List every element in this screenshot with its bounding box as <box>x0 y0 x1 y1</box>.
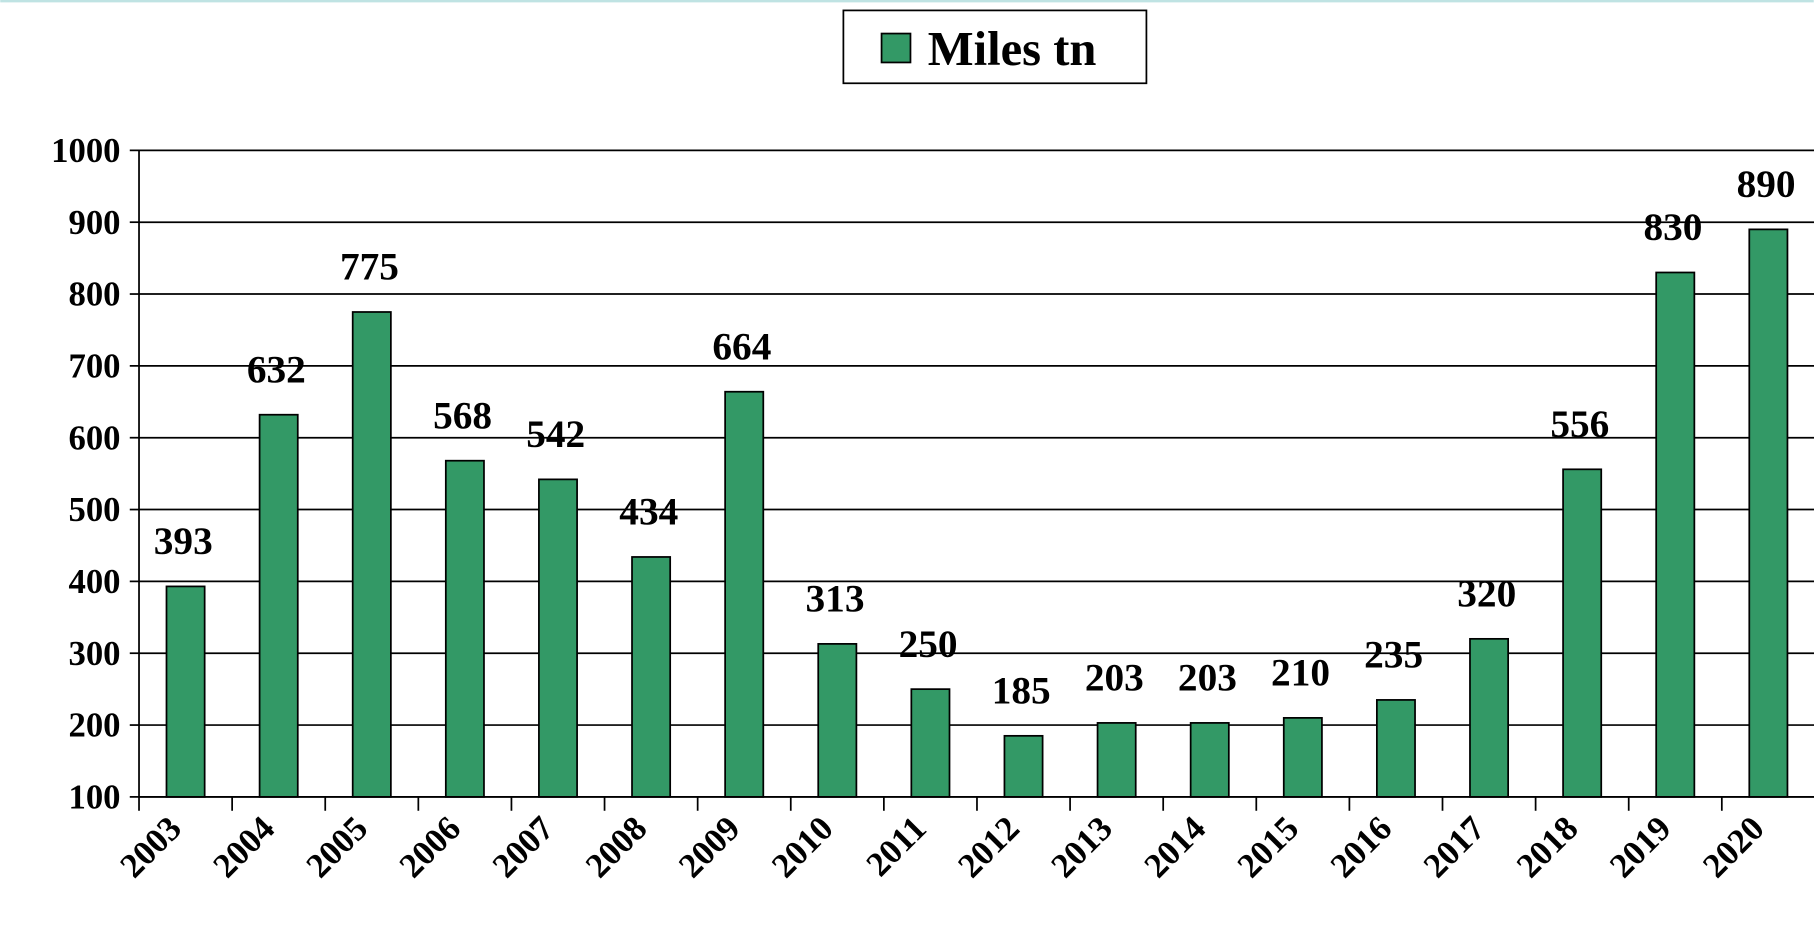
data-label: 434 <box>619 490 678 534</box>
legend-label: Miles tn <box>928 22 1097 76</box>
data-label: 320 <box>1457 571 1516 615</box>
bar <box>351 311 392 798</box>
bar <box>1655 271 1696 798</box>
bar <box>1376 699 1416 798</box>
data-label: 830 <box>1643 205 1702 249</box>
data-label: 210 <box>1271 650 1330 694</box>
data-label: 250 <box>899 622 958 666</box>
bar <box>444 459 485 798</box>
y-tick-label: 500 <box>68 490 120 529</box>
x-tick-label: 2019 <box>1602 809 1679 886</box>
bar <box>1562 468 1603 798</box>
y-tick-label: 400 <box>68 562 120 601</box>
y-tick-label: 600 <box>68 418 120 457</box>
bar <box>631 556 672 798</box>
x-tick-label: 2013 <box>1043 809 1120 886</box>
x-tick-label: 2005 <box>298 809 375 886</box>
x-tick-label: 2012 <box>950 809 1027 886</box>
y-tick-label: 1000 <box>51 131 120 170</box>
y-tick-label: 200 <box>68 706 120 745</box>
bar <box>724 390 765 798</box>
data-label: 556 <box>1550 402 1609 446</box>
data-label: 313 <box>806 576 865 620</box>
data-label: 890 <box>1737 162 1796 206</box>
x-tick-label: 2006 <box>392 809 469 886</box>
data-label: 203 <box>1085 656 1144 700</box>
data-label: 393 <box>154 519 213 563</box>
x-tick-label: 2016 <box>1323 809 1400 886</box>
x-tick-label: 2014 <box>1136 809 1213 886</box>
y-tick-label: 100 <box>68 777 120 816</box>
y-tick-label: 800 <box>68 275 120 314</box>
data-label: 775 <box>340 245 399 289</box>
x-tick-label: 2009 <box>671 809 748 886</box>
data-label: 203 <box>1178 656 1237 700</box>
x-tick-label: 2010 <box>764 809 841 886</box>
bar <box>910 688 951 798</box>
bar <box>1189 722 1230 798</box>
bar <box>1748 228 1789 798</box>
data-label: 568 <box>433 393 492 437</box>
data-label: 542 <box>526 412 585 456</box>
x-tick-label: 2004 <box>205 809 282 886</box>
x-tick-label: 2003 <box>112 809 189 886</box>
bar <box>1469 637 1510 798</box>
data-label: 235 <box>1364 633 1423 677</box>
bar <box>817 643 858 798</box>
x-tick-label: 2015 <box>1230 809 1307 886</box>
y-tick-label: 900 <box>68 203 120 242</box>
legend-swatch <box>880 32 912 64</box>
bar <box>1282 717 1323 798</box>
x-tick-label: 2017 <box>1416 809 1493 886</box>
legend-box <box>842 9 1148 85</box>
x-tick-label: 2020 <box>1695 809 1772 886</box>
bar <box>538 478 578 798</box>
bar <box>258 413 299 798</box>
x-tick-label: 2018 <box>1509 809 1586 886</box>
data-label: 664 <box>712 324 771 368</box>
x-tick-label: 2008 <box>578 809 655 886</box>
bar <box>165 585 206 798</box>
data-label: 185 <box>992 668 1051 712</box>
x-tick-label: 2011 <box>858 809 933 884</box>
bar <box>1003 734 1044 798</box>
bar <box>1096 722 1137 798</box>
y-tick-label: 700 <box>68 346 120 385</box>
x-tick-label: 2007 <box>485 809 562 886</box>
y-tick-label: 300 <box>68 634 120 673</box>
data-label: 632 <box>247 347 306 391</box>
